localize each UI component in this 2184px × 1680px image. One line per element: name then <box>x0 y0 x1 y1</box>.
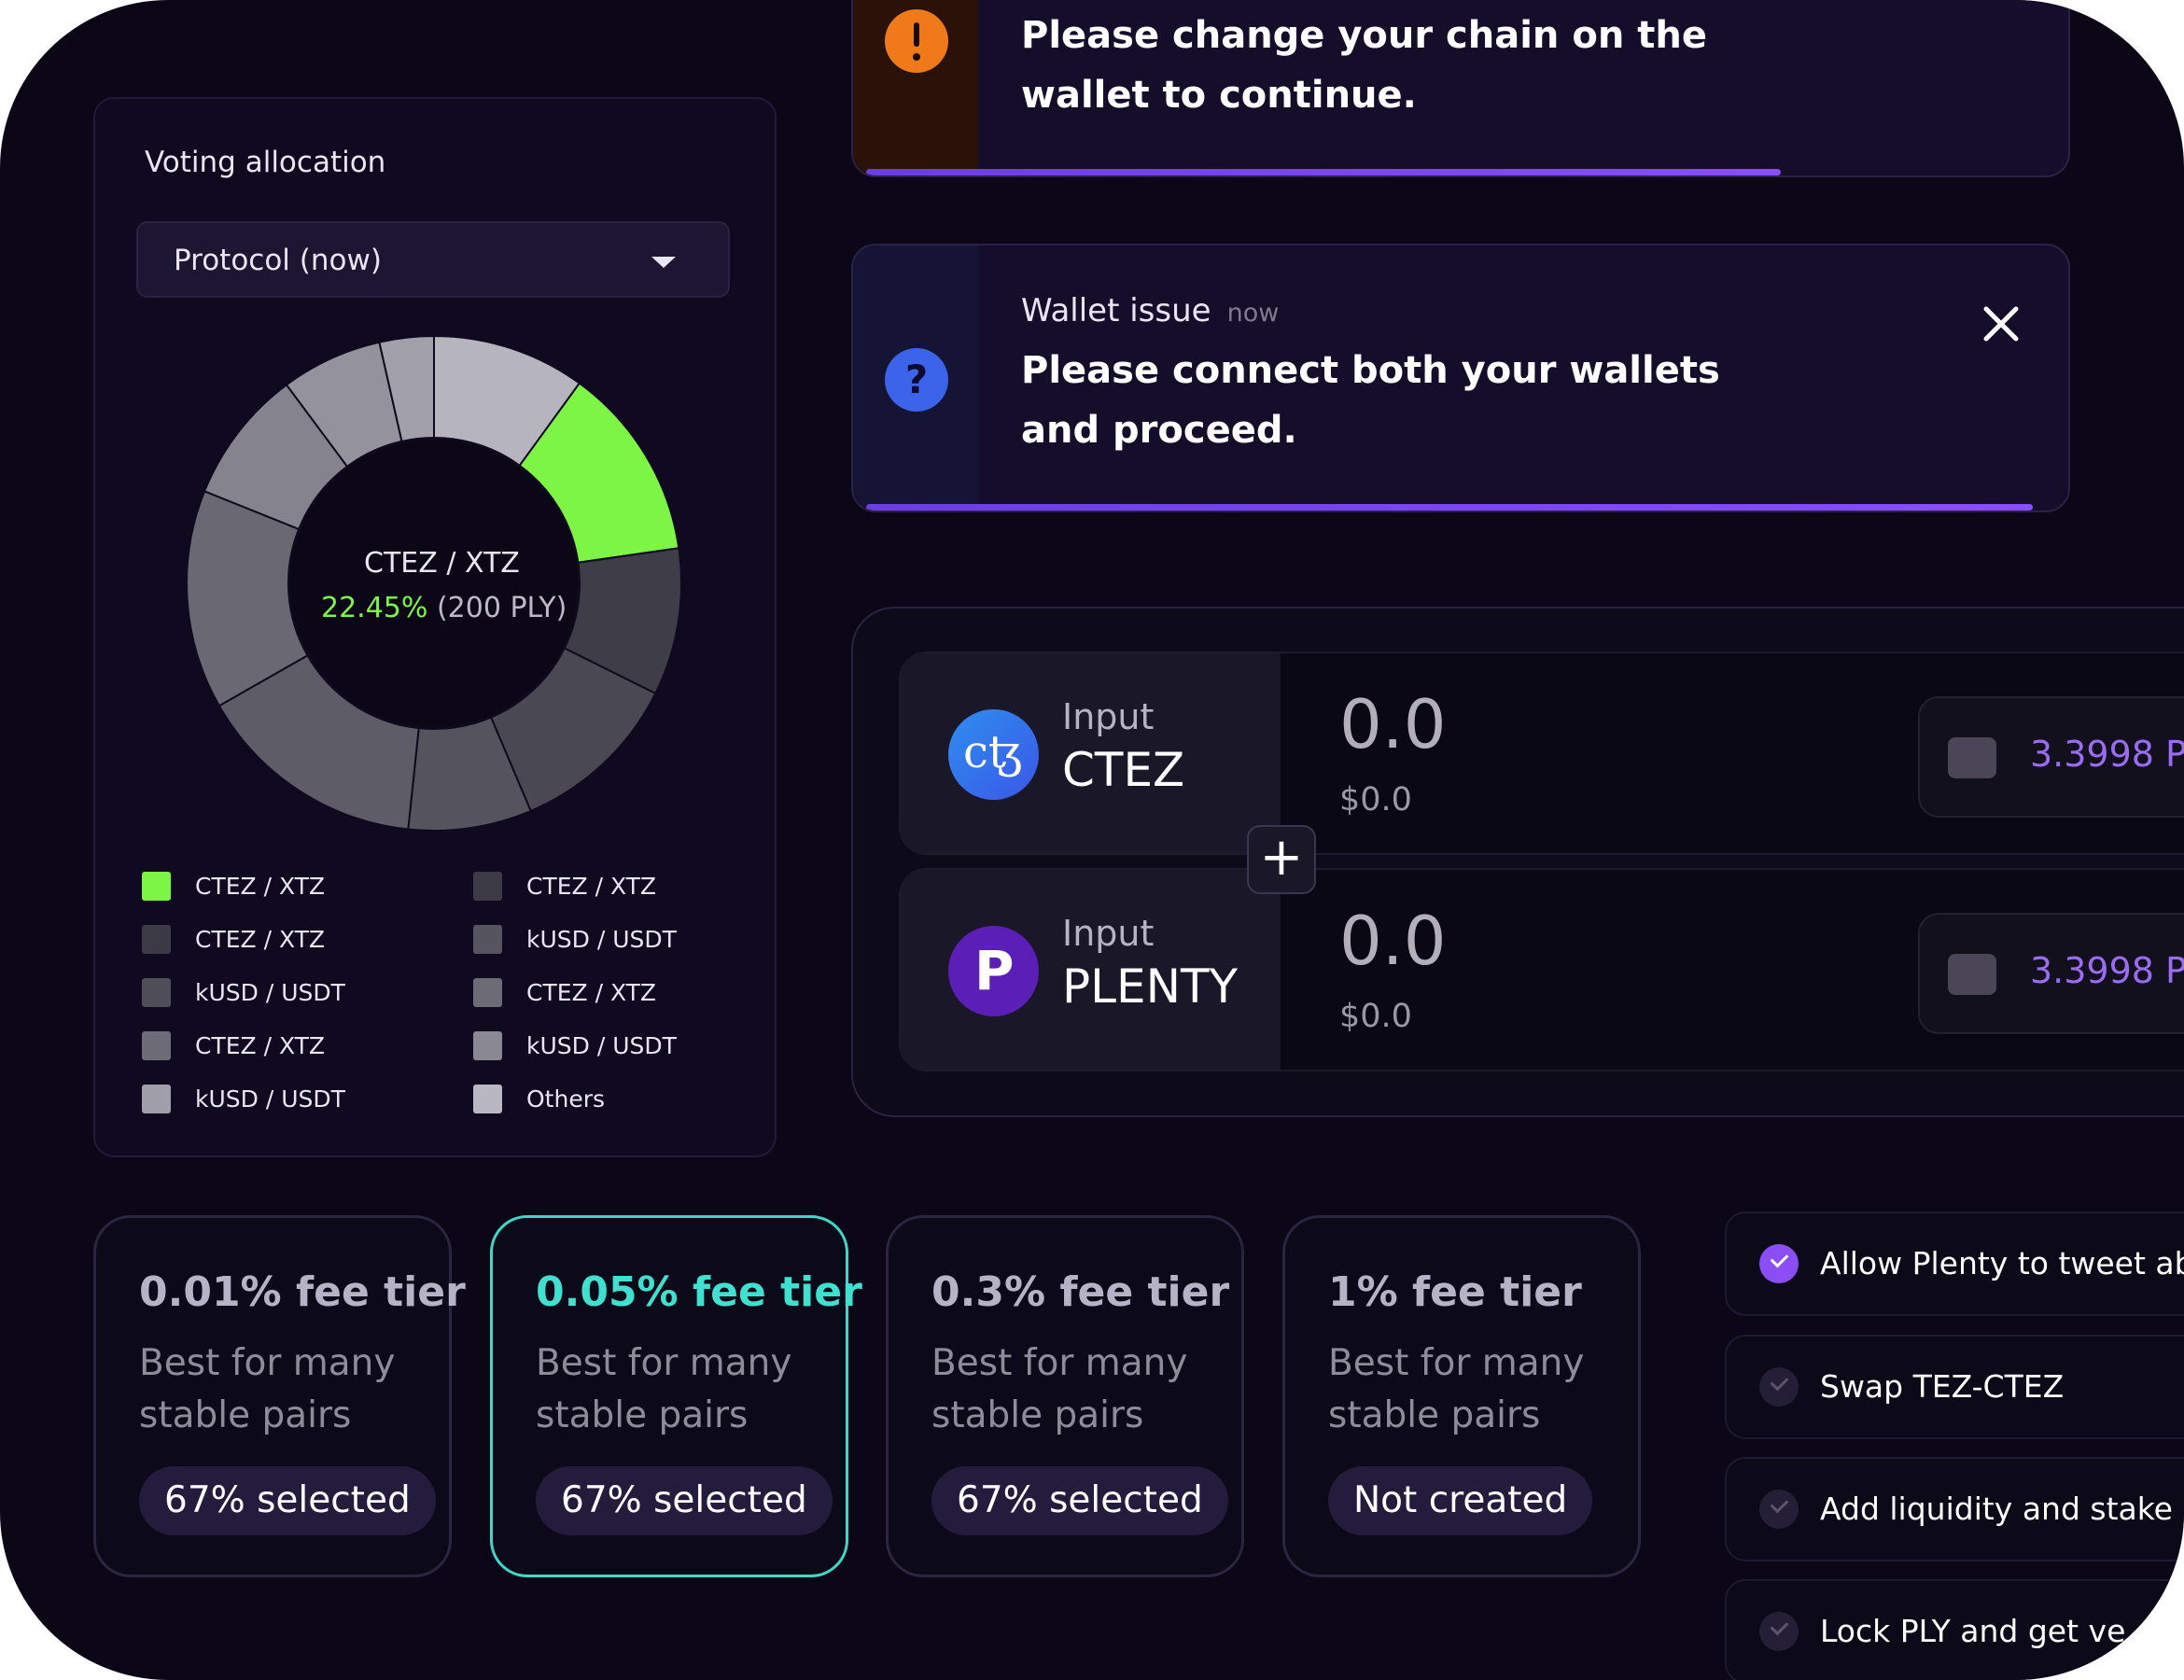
legend-label: kUSD / USDT <box>526 926 677 953</box>
task-item[interactable]: Lock PLY and get ve <box>1725 1579 2184 1680</box>
legend-label: CTEZ / XTZ <box>195 1032 326 1059</box>
amount-input[interactable]: 0.0 <box>1339 902 1447 980</box>
legend-label: kUSD / USDT <box>195 979 345 1006</box>
chain-alert-line2: wallet to continue. <box>1021 74 1417 117</box>
wallet-alert-message: Please connect both your wallets and pro… <box>1021 341 1720 460</box>
donut-center-percent: 22.45% <box>321 592 428 624</box>
close-icon[interactable] <box>1981 303 2022 344</box>
balance-value: 3.3998 PL <box>2030 734 2184 775</box>
check-icon <box>1759 1367 1799 1407</box>
fee-tier-status: Not created <box>1328 1466 1593 1535</box>
donut-center-amount: (200 PLY) <box>436 592 567 624</box>
fee-tier-card[interactable]: 0.01% fee tier Best for many stable pairs… <box>93 1215 466 1577</box>
chain-alert: Please change your chain on the wallet t… <box>851 0 2070 177</box>
wallet-alert-time: now <box>1226 299 1280 328</box>
voting-allocation-title: Voting allocation <box>145 146 386 179</box>
check-icon <box>1759 1244 1799 1283</box>
check-icon <box>1759 1490 1799 1529</box>
legend-swatch <box>473 978 502 1007</box>
fee-tier-card[interactable]: 0.3% fee tier Best for many stable pairs … <box>886 1215 1244 1577</box>
balance-chip[interactable]: 3.3998 PL <box>1918 696 2184 818</box>
legend-swatch <box>473 925 502 954</box>
wallet-alert-title: Wallet issue <box>1021 292 1211 329</box>
balance-chip[interactable]: 3.3998 PL <box>1918 913 2184 1034</box>
fee-tier-status: 67% selected <box>536 1466 833 1535</box>
fee-tier-card-selected[interactable]: 0.05% fee tier Best for many stable pairs… <box>490 1215 862 1577</box>
fee-tier-description: Best for many stable pairs <box>931 1342 1188 1436</box>
legend-label: CTEZ / XTZ <box>195 873 326 900</box>
usd-value: $0.0 <box>1339 998 1412 1035</box>
donut-chart <box>186 334 682 832</box>
warning-icon <box>885 9 948 73</box>
plus-icon: + <box>1247 825 1316 894</box>
question-icon: ? <box>885 348 948 412</box>
task-item[interactable]: Swap TEZ-CTEZ <box>1725 1335 2184 1439</box>
check-icon <box>1759 1612 1799 1651</box>
legend-label: CTEZ / XTZ <box>526 979 657 1006</box>
legend-swatch <box>142 872 171 901</box>
fee-tier-status: 67% selected <box>931 1466 1228 1535</box>
fee-tier-title: 1% fee tier <box>1328 1268 1582 1316</box>
legend-label: kUSD / USDT <box>195 1085 345 1113</box>
usd-value: $0.0 <box>1339 781 1412 819</box>
task-label: Allow Plenty to tweet abo <box>1820 1245 2184 1281</box>
chain-alert-message: Please change your chain on the wallet t… <box>1021 6 1707 125</box>
svg-text:?: ? <box>905 357 928 402</box>
fee-tier-title: 0.3% fee tier <box>931 1268 1230 1316</box>
fee-tier-description: Best for many stable pairs <box>536 1342 792 1436</box>
balance-value: 3.3998 PL <box>2030 950 2184 991</box>
legend-label: Others <box>526 1085 606 1113</box>
wallet-alert: ? Wallet issue now Please connect both y… <box>851 244 2070 512</box>
token-selector[interactable]: P Input PLENTY <box>901 870 1281 1070</box>
token-selector[interactable]: cꜩ Input CTEZ <box>901 653 1281 853</box>
amount-input[interactable]: 0.0 <box>1339 685 1447 763</box>
legend-label: kUSD / USDT <box>526 1032 677 1059</box>
donut-segment-9 <box>378 334 435 443</box>
legend-swatch <box>142 925 171 954</box>
wallet-alert-line2: and proceed. <box>1021 409 1297 452</box>
task-item[interactable]: Allow Plenty to tweet abo <box>1725 1211 2184 1316</box>
donut-center-pair: CTEZ / XTZ <box>364 547 520 580</box>
legend-swatch <box>142 1031 171 1060</box>
fee-tier-title: 0.05% fee tier <box>536 1268 862 1316</box>
legend-label: CTEZ / XTZ <box>526 873 657 900</box>
wallet-alert-header: Wallet issue now <box>1021 292 1279 329</box>
legend-swatch <box>473 1085 502 1113</box>
plenty-logo-icon: P <box>948 926 1039 1016</box>
token-symbol: CTEZ <box>1062 743 1185 797</box>
chain-alert-line1: Please change your chain on the <box>1021 14 1707 57</box>
token-symbol: PLENTY <box>1062 959 1239 1014</box>
token-input-row: cꜩ Input CTEZ 0.0 $0.0 3.3998 PL <box>899 651 2184 855</box>
task-label: Swap TEZ-CTEZ <box>1820 1368 2065 1405</box>
legend-swatch <box>473 1031 502 1060</box>
task-label: Add liquidity and stake <box>1820 1491 2173 1527</box>
progress-bar <box>866 169 1781 175</box>
wallet-icon <box>1948 954 1996 995</box>
task-label: Lock PLY and get ve <box>1820 1613 2126 1649</box>
legend-swatch <box>142 1085 171 1113</box>
legend-swatch <box>473 872 502 901</box>
fee-tier-card[interactable]: 1% fee tier Best for many stable pairs No… <box>1282 1215 1641 1577</box>
task-item[interactable]: Add liquidity and stake <box>1725 1457 2184 1561</box>
fee-tier-description: Best for many stable pairs <box>139 1342 396 1436</box>
fee-tier-description: Best for many stable pairs <box>1328 1342 1585 1436</box>
dropdown-value: Protocol (now) <box>174 244 382 277</box>
ctez-logo-icon: cꜩ <box>948 709 1039 800</box>
legend-swatch <box>142 978 171 1007</box>
protocol-dropdown[interactable]: Protocol (now) <box>136 221 730 298</box>
input-label: Input <box>1062 913 1155 954</box>
token-input-row: P Input PLENTY 0.0 $0.0 3.3998 PL <box>899 868 2184 1071</box>
legend-label: CTEZ / XTZ <box>195 926 326 953</box>
wallet-alert-line1: Please connect both your wallets <box>1021 349 1720 392</box>
fee-tier-title: 0.01% fee tier <box>139 1268 466 1316</box>
wallet-icon <box>1948 737 1996 778</box>
fee-tier-status: 67% selected <box>139 1466 436 1535</box>
progress-bar <box>866 504 2033 511</box>
input-label: Input <box>1062 696 1155 737</box>
donut-center-value: 22.45% (200 PLY) <box>321 592 567 624</box>
caret-down-icon <box>651 257 676 268</box>
